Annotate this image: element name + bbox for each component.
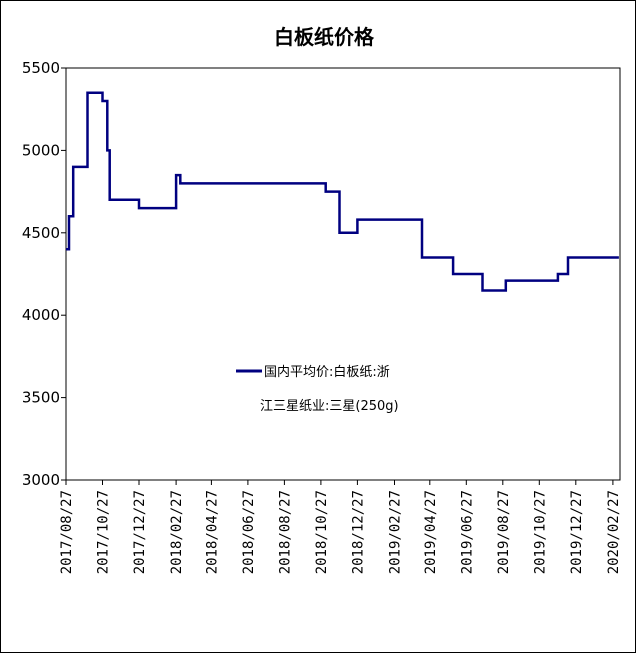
y-tick-label: 4500 [22, 224, 60, 242]
series-group [66, 91, 619, 292]
plot-area [65, 67, 621, 481]
x-axis: 2017/08/27 2017/10/27 2017/12/27 2018/02/27… [59, 480, 622, 574]
series-line [66, 91, 619, 292]
y-tick-label: 4000 [22, 306, 60, 324]
x-tick-label: 2018/12/27 [350, 490, 366, 574]
x-tick-label: 2018/04/27 [204, 490, 220, 574]
x-tick-label: 2019/10/27 [532, 490, 548, 574]
y-tick-label: 3500 [22, 389, 60, 407]
x-tick-label: 2019/06/27 [459, 490, 475, 574]
y-tick-label: 3000 [22, 471, 60, 489]
x-tick-label: 2017/10/27 [96, 490, 112, 574]
chart-title: 白板纸价格 [274, 25, 375, 49]
x-tick-label: 2019/02/27 [388, 490, 404, 574]
x-tick-label: 2017/12/27 [132, 490, 148, 574]
y-tick-label: 5000 [22, 141, 60, 159]
x-tick-label: 2018/02/27 [169, 490, 185, 574]
x-tick-label: 2018/08/27 [277, 490, 293, 574]
x-tick-label: 2020/02/27 [606, 490, 622, 574]
x-tick-label: 2018/10/27 [314, 490, 330, 574]
legend-label-line2: 江三星纸业:三星(250g) [260, 399, 399, 414]
x-tick-label: 2018/06/27 [241, 490, 257, 574]
legend-label-line1: 国内平均价:白板纸:浙 [264, 364, 390, 380]
x-tick-label: 2019/08/27 [496, 490, 512, 574]
y-tick-label: 5500 [22, 59, 60, 77]
x-tick-label: 2019/12/27 [569, 490, 585, 574]
x-tick-label: 2019/04/27 [423, 490, 439, 574]
y-axis: 5500 5000 4500 4000 3500 3000 [22, 59, 66, 489]
x-tick-label: 2017/08/27 [59, 490, 75, 574]
legend: 国内平均价:白板纸:浙 江三星纸业:三星(250g) [236, 364, 399, 414]
